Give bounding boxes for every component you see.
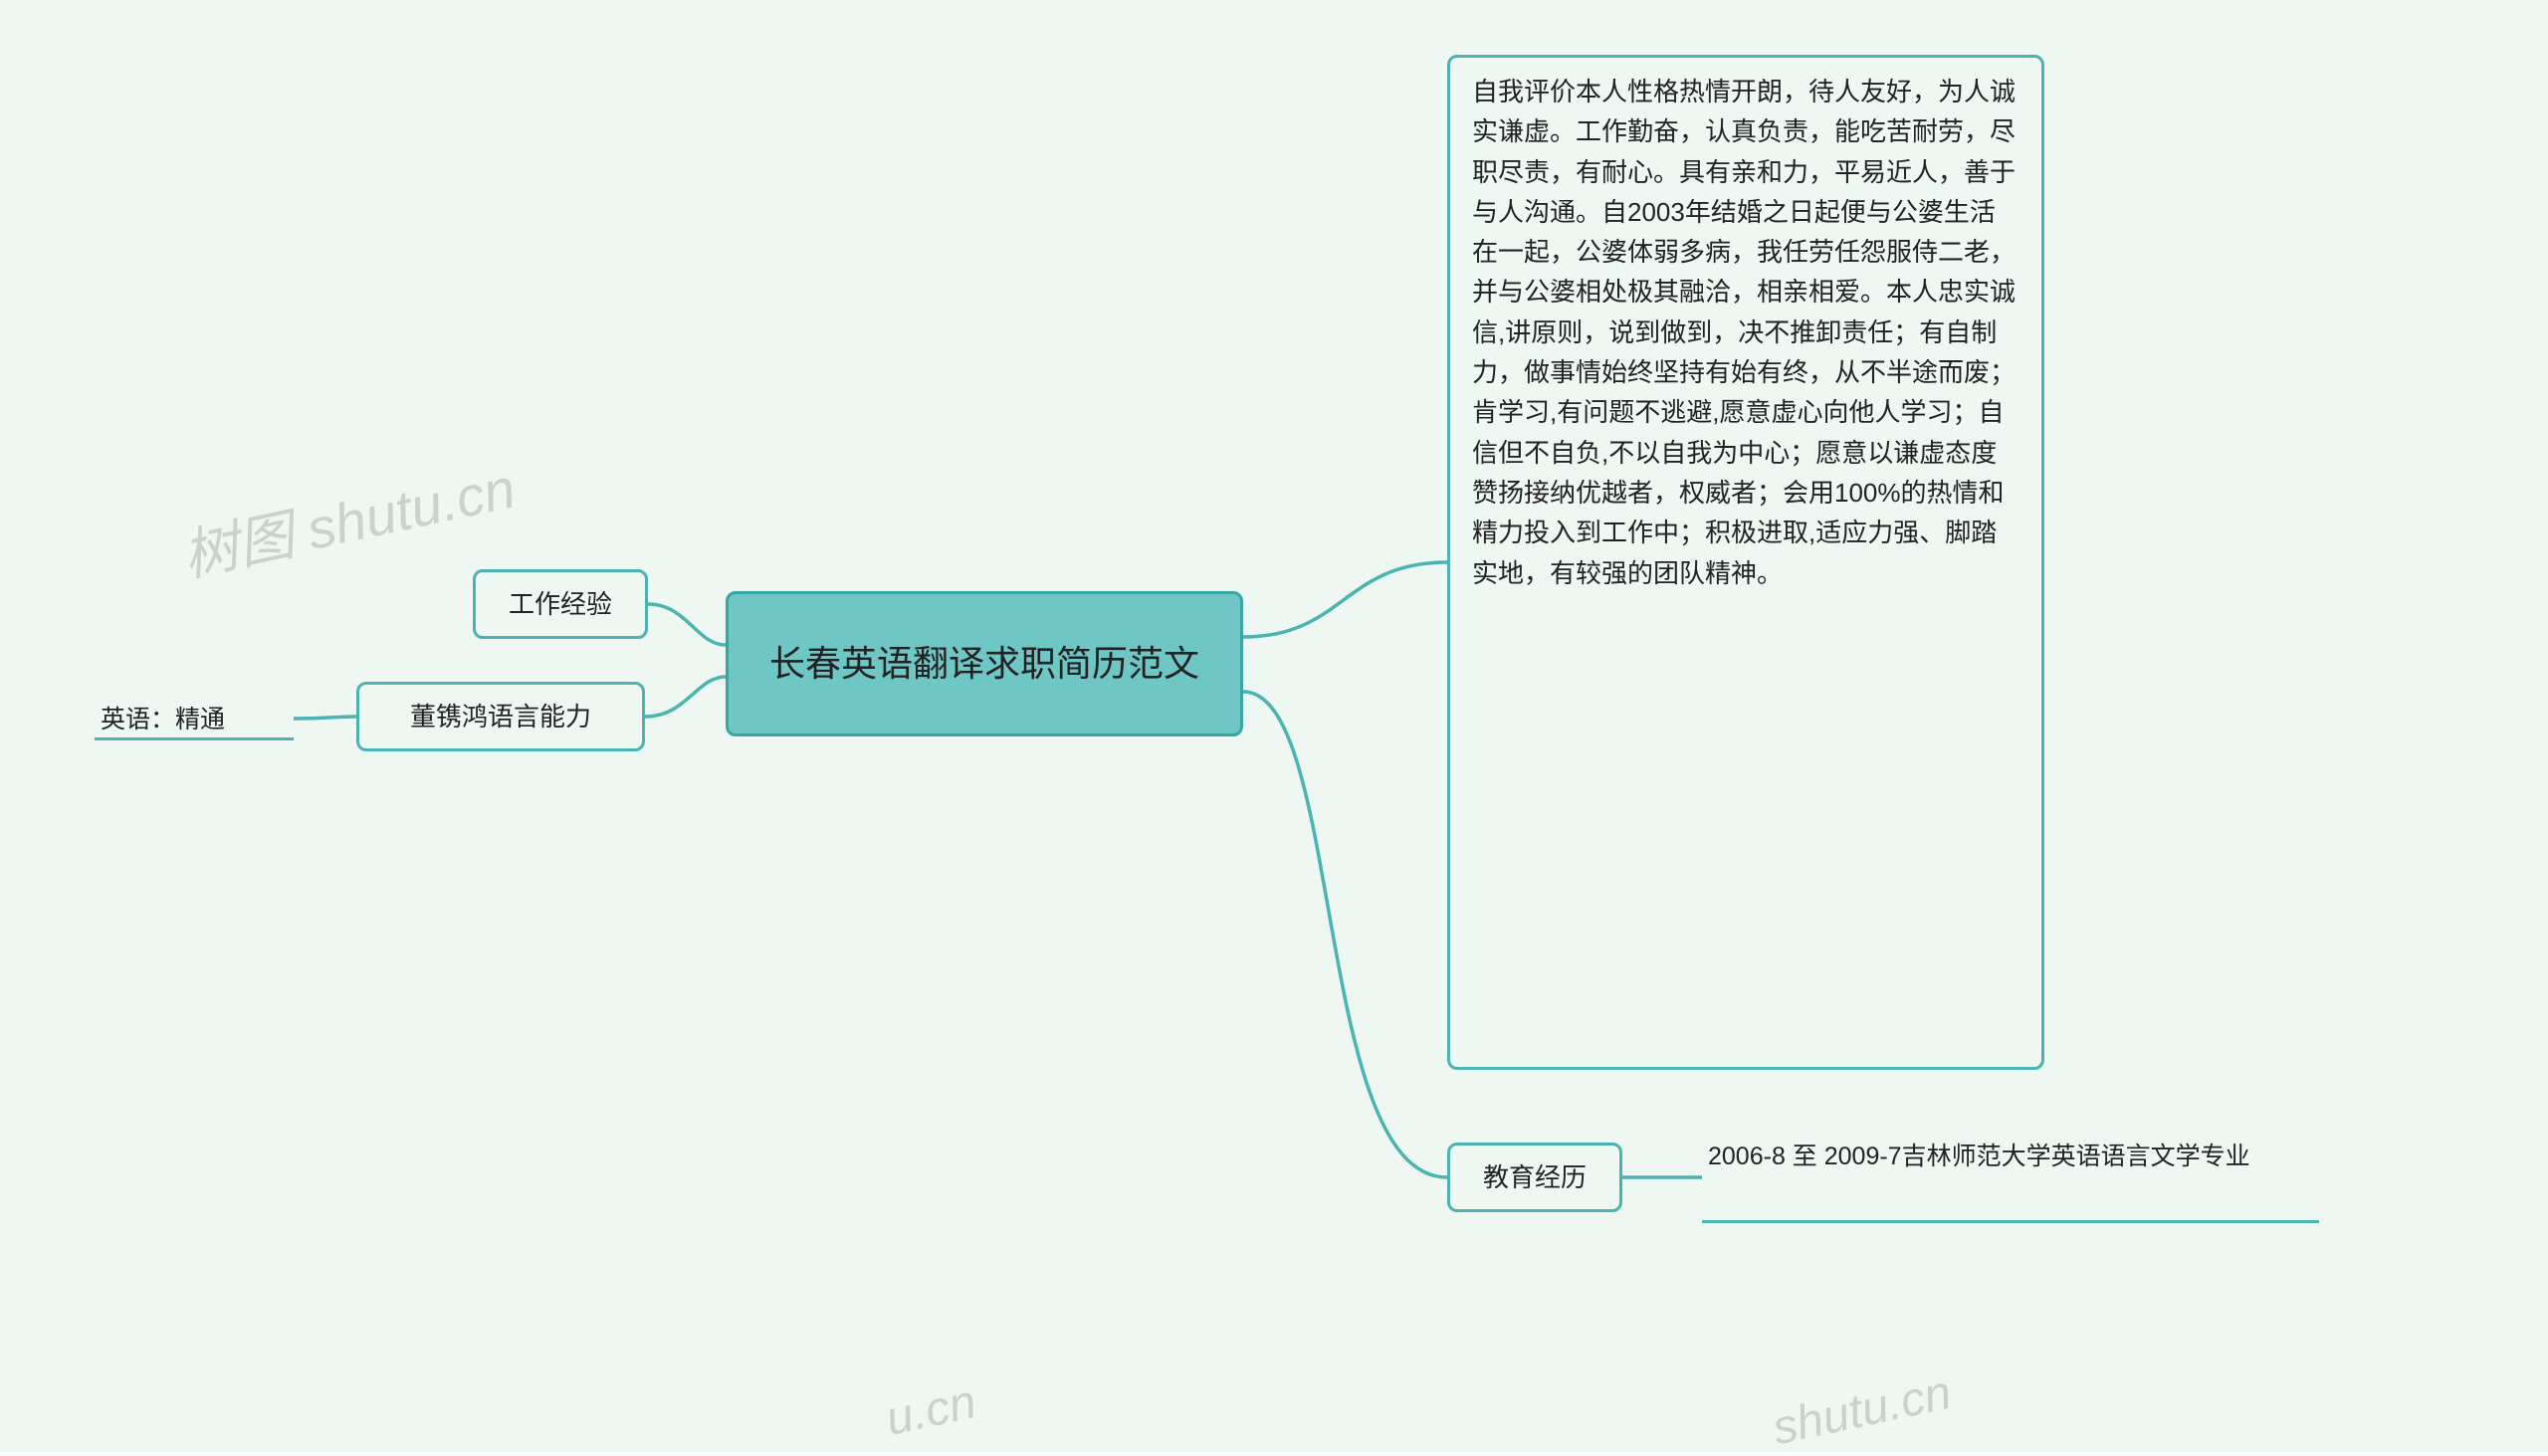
edge (1243, 562, 1447, 637)
watermark: 树图 shutu.cn (174, 444, 522, 593)
leaf-english-level: 英语：精通 (95, 697, 294, 740)
root-label: 长春英语翻译求职简历范文 (769, 637, 1199, 691)
leaf-education-detail: 2006-8 至 2009-7吉林师范大学英语语言文学专业 (1702, 1134, 2319, 1223)
edge (1243, 692, 1447, 1177)
node-label: 工作经验 (509, 584, 612, 624)
mindmap-canvas: 长春英语翻译求职简历范文 工作经验 董镌鸿语言能力 英语：精通 自我评价本人性格… (0, 0, 2548, 1452)
edge (294, 717, 356, 719)
edge (648, 604, 726, 645)
node-work-experience[interactable]: 工作经验 (473, 569, 648, 639)
leaf-text: 2006-8 至 2009-7吉林师范大学英语语言文学专业 (1708, 1138, 2250, 1176)
watermark: u.cn (881, 1374, 980, 1447)
leaf-text: 英语：精通 (101, 701, 225, 739)
edge (645, 677, 726, 717)
node-label: 教育经历 (1483, 1157, 1587, 1197)
node-self-evaluation[interactable]: 自我评价本人性格热情开朗，待人友好，为人诚实谦虚。工作勤奋，认真负责，能吃苦耐劳… (1447, 55, 2044, 1070)
node-label: 董镌鸿语言能力 (410, 697, 591, 736)
node-text: 自我评价本人性格热情开朗，待人友好，为人诚实谦虚。工作勤奋，认真负责，能吃苦耐劳… (1472, 72, 2019, 593)
node-education[interactable]: 教育经历 (1447, 1143, 1622, 1212)
watermark: shutu.cn (1768, 1365, 1956, 1456)
root-node[interactable]: 长春英语翻译求职简历范文 (726, 591, 1243, 736)
node-language-ability[interactable]: 董镌鸿语言能力 (356, 682, 645, 751)
